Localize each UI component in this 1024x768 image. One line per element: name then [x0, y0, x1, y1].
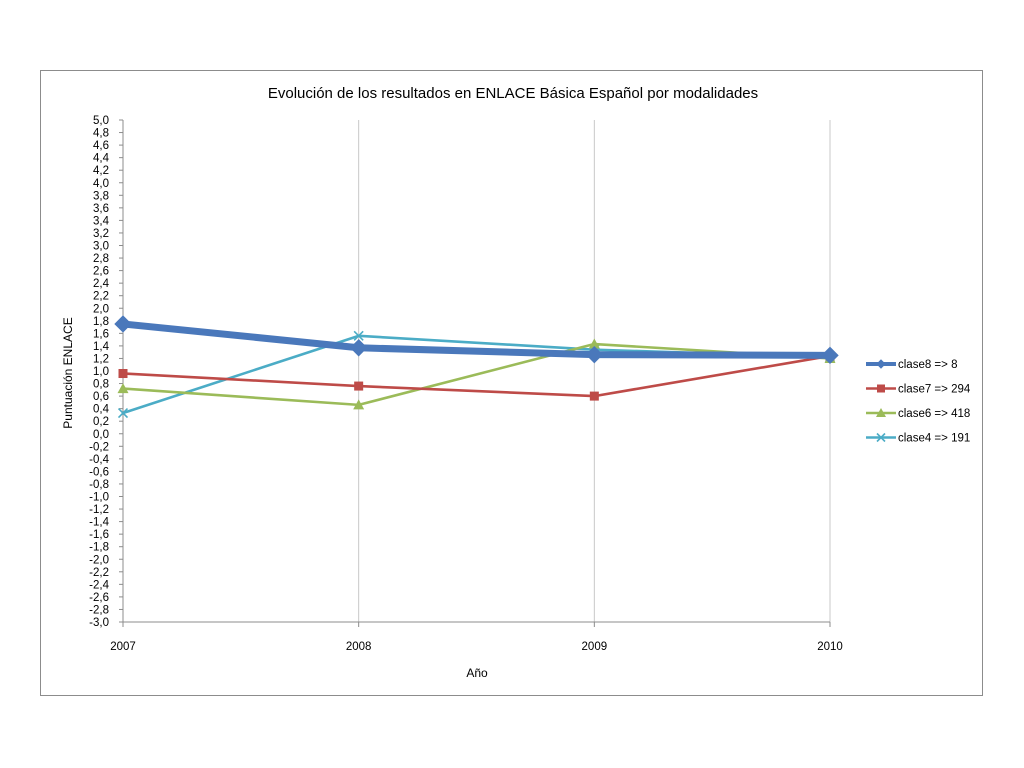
y-tick-label: -2,2 — [89, 567, 109, 579]
legend-marker — [877, 384, 885, 393]
y-tick-label: 1,2 — [93, 353, 109, 365]
legend-marker — [876, 408, 886, 417]
series-2 — [118, 351, 835, 401]
x-tick-label: 2009 — [582, 641, 608, 653]
legend: clase8 => 8 clase7 => 294 clase6 => 418 cla… — [866, 359, 971, 445]
legend-label: clase6 => 418 — [898, 408, 970, 420]
legend-marker — [876, 359, 886, 369]
legend-label: clase7 => 294 — [898, 384, 971, 396]
y-tick-label: 4,6 — [93, 140, 109, 152]
y-tick-label: -1,2 — [89, 504, 109, 516]
y-tick-label: -3,0 — [89, 617, 109, 629]
legend-label: clase4 => 191 — [898, 433, 970, 445]
y-tick-label: 3,2 — [93, 228, 109, 240]
x-tick-label: 2007 — [110, 641, 136, 653]
y-tick-label: 1,8 — [93, 316, 109, 328]
data-point — [821, 346, 839, 365]
data-point — [114, 315, 132, 333]
data-point — [117, 407, 129, 419]
y-tick-label: -2,0 — [89, 554, 109, 566]
y-tick-label: -2,8 — [89, 604, 109, 616]
y-tick-label: -1,8 — [89, 542, 109, 554]
data-point — [117, 383, 129, 394]
grid — [358, 120, 831, 622]
y-tick-label: 4,8 — [93, 128, 109, 140]
y-tick-label: -1,0 — [89, 492, 109, 504]
data-point-stroke — [117, 407, 129, 419]
data-point — [349, 339, 368, 357]
data-point — [588, 338, 600, 349]
y-tick-label: 1,0 — [93, 366, 109, 378]
y-tick-label: 3,6 — [93, 203, 109, 215]
series-layer — [114, 315, 839, 419]
chart-title: Evolución de los resultados en ENLACE Bá… — [268, 85, 758, 102]
series-line — [121, 342, 832, 407]
chart-frame: Evolución de los resultados en ENLACE Bá… — [40, 70, 983, 696]
data-point — [354, 381, 364, 391]
y-tick-label: 4,0 — [93, 178, 109, 190]
legend-item: clase4 => 191 — [866, 433, 970, 445]
legend-item: clase6 => 418 — [866, 408, 970, 420]
y-tick-label: -2,6 — [89, 592, 109, 604]
y-tick-label: 2,2 — [93, 291, 109, 303]
x-tick-label: 2008 — [346, 641, 372, 653]
x-tick-label: 2010 — [817, 641, 843, 653]
data-point — [585, 345, 604, 364]
y-tick-label: -1,6 — [89, 529, 109, 541]
y-tick-label: 2,4 — [93, 278, 110, 290]
y-tick-label: 4,4 — [93, 153, 110, 165]
y-tick-label: -2,4 — [89, 579, 109, 591]
y-tick-label: 0,8 — [93, 379, 109, 391]
y-tick-label: 1,6 — [93, 328, 109, 340]
legend-marker-stroke — [876, 432, 886, 443]
line-chart: Evolución de los resultados en ENLACE Bá… — [61, 85, 971, 680]
axes: -3,0-2,8-2,6-2,4-2,2-2,0-1,8-1,6-1,4-1,2… — [89, 115, 843, 653]
x-axis-label: Año — [466, 666, 488, 680]
y-tick-label: 3,4 — [93, 215, 110, 227]
y-tick-label: 2,6 — [93, 266, 109, 278]
data-point — [589, 391, 599, 401]
data-point — [353, 330, 364, 341]
data-point — [353, 399, 365, 410]
y-tick-label: 1,4 — [93, 341, 110, 353]
y-tick-label: 3,0 — [93, 241, 109, 253]
y-tick-label: -1,4 — [89, 517, 109, 529]
series-1 — [114, 315, 839, 365]
y-tick-label: -0,4 — [89, 454, 109, 466]
series-line — [121, 354, 832, 398]
legend-label: clase8 => 8 — [898, 359, 957, 371]
y-tick-label: 0,0 — [93, 429, 109, 441]
y-tick-label: 0,6 — [93, 391, 109, 403]
data-point — [118, 369, 128, 379]
y-tick-label: -0,2 — [89, 441, 109, 453]
y-tick-label: 2,8 — [93, 253, 109, 265]
y-tick-label: 0,2 — [93, 416, 109, 428]
y-axis-label: Puntuación ENLACE — [61, 317, 75, 428]
series-line — [119, 320, 834, 359]
y-tick-label: -0,6 — [89, 466, 109, 478]
legend-item: clase8 => 8 — [866, 359, 957, 371]
y-tick-label: 0,4 — [93, 404, 110, 416]
legend-item: clase7 => 294 — [866, 384, 971, 396]
y-tick-label: -0,8 — [89, 479, 109, 491]
y-tick-label: 4,2 — [93, 165, 109, 177]
y-tick-label: 5,0 — [93, 115, 109, 127]
legend-marker — [876, 432, 886, 443]
data-point-stroke — [353, 330, 364, 341]
y-tick-label: 2,0 — [93, 303, 109, 315]
y-tick-label: 3,8 — [93, 190, 109, 202]
